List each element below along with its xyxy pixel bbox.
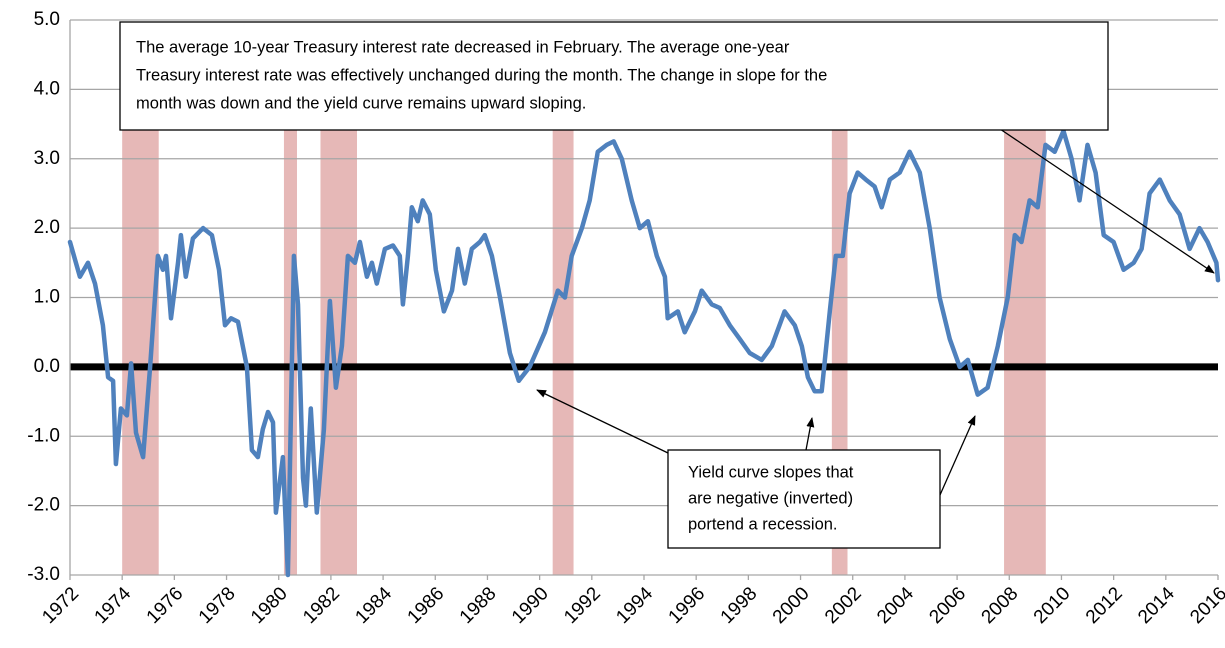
arrow <box>939 415 976 496</box>
x-tick-label: 2000 <box>769 583 814 628</box>
x-tick-label: 1996 <box>665 583 710 628</box>
x-tick-label: 1990 <box>508 583 553 628</box>
x-tick-label: 1980 <box>247 583 292 628</box>
annotation-top: The average 10-year Treasury interest ra… <box>119 21 1215 274</box>
x-tick-label: 1994 <box>612 583 657 628</box>
annotation-line: month was down and the yield curve remai… <box>136 94 586 112</box>
x-tick-label: 1984 <box>351 583 396 628</box>
annotation-line: Treasury interest rate was effectively u… <box>136 66 827 84</box>
x-tick-label: 1974 <box>91 583 136 628</box>
annotation-line: portend a recession. <box>688 515 838 533</box>
recession-band <box>552 82 574 575</box>
annotation-line: are negative (inverted) <box>688 489 853 507</box>
annotation-line: Yield curve slopes that <box>688 463 854 481</box>
x-tick-label: 1986 <box>404 583 449 628</box>
y-tick-label: -1.0 <box>27 425 60 446</box>
x-tick-label: 2004 <box>873 583 918 628</box>
recession-band <box>1004 82 1046 575</box>
annotation-bottom: Yield curve slopes that are negative (in… <box>536 389 976 549</box>
y-tick-label: 4.0 <box>34 78 60 99</box>
arrow <box>536 389 669 454</box>
y-tick-label: 2.0 <box>34 217 60 238</box>
x-tick-label: 2014 <box>1134 583 1179 628</box>
annotation-box <box>119 21 1109 131</box>
y-tick-label: 1.0 <box>34 287 60 308</box>
x-tick-label: 1972 <box>38 583 83 628</box>
x-tick-label: 1976 <box>143 583 188 628</box>
annotation-box <box>667 449 941 549</box>
x-tick-label: 1982 <box>299 583 344 628</box>
arrow <box>999 128 1215 274</box>
x-tick-label: 1988 <box>456 583 501 628</box>
series-line <box>67 128 1221 578</box>
x-tick-label: 1978 <box>195 583 240 628</box>
x-tick-label: 2010 <box>1030 583 1075 628</box>
y-tick-label: -3.0 <box>27 564 60 585</box>
y-tick-label: -2.0 <box>27 495 60 516</box>
recession-band <box>320 82 357 575</box>
x-tick-label: 2016 <box>1186 583 1225 628</box>
y-tick-label: 5.0 <box>34 9 60 30</box>
x-tick-label: 1998 <box>717 583 762 628</box>
x-tick-label: 2008 <box>978 583 1023 628</box>
arrow <box>805 417 815 451</box>
x-tick-label: 1992 <box>560 583 605 628</box>
annotation-line: The average 10-year Treasury interest ra… <box>136 38 790 56</box>
y-tick-label: 3.0 <box>34 148 60 169</box>
x-tick-label: 2006 <box>925 583 970 628</box>
x-tick-label: 2012 <box>1082 583 1127 628</box>
y-tick-label: 0.0 <box>34 356 60 377</box>
x-tick-label: 2002 <box>821 583 866 628</box>
